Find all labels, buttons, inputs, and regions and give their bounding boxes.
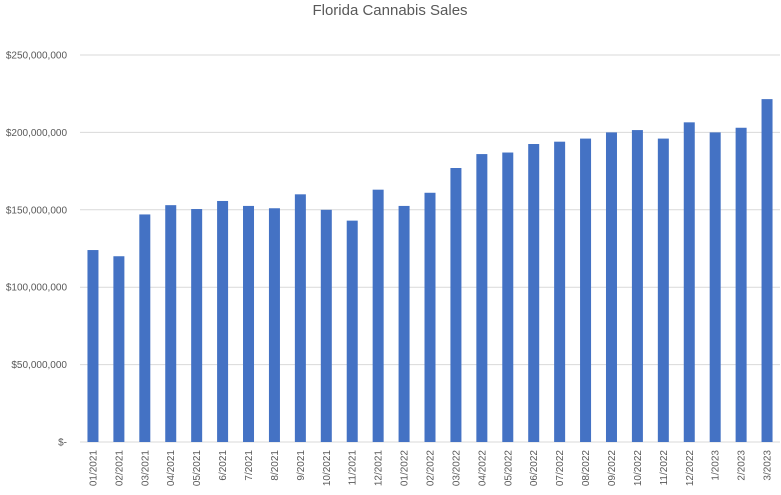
x-tick-label: 12/2022 (685, 450, 696, 487)
bar-12-2021 (372, 189, 384, 442)
bar-05-2021 (191, 209, 203, 442)
bar-6-2021 (217, 200, 229, 442)
bar-02-2021 (113, 256, 125, 442)
x-tick-label: 8/2021 (270, 450, 281, 481)
x-tick-label: 08/2022 (581, 450, 592, 487)
bar-01-2022 (398, 205, 410, 442)
y-tick-label: $200,000,000 (6, 128, 68, 139)
y-tick-label: $150,000,000 (6, 205, 68, 216)
x-tick-label: 03/2022 (451, 450, 462, 487)
y-tick-label: $250,000,000 (6, 51, 68, 62)
x-tick-label: 03/2021 (140, 450, 151, 487)
x-tick-label: 10/2022 (633, 450, 644, 487)
x-tick-label: 9/2021 (296, 450, 307, 481)
x-tick-label: 10/2021 (322, 450, 333, 487)
x-axis-tick-labels: 01/2021 02/2021 03/2021 04/2021 05/2021 6/202… (88, 450, 773, 487)
x-tick-label: 2/2023 (737, 450, 748, 481)
bar-11-2022 (657, 138, 669, 443)
bar-1-2023 (709, 132, 721, 442)
bar-9-2021 (294, 194, 306, 442)
x-tick-label: 01/2021 (88, 450, 99, 487)
x-tick-label: 04/2021 (166, 450, 177, 487)
bar-3-2023 (761, 99, 773, 443)
bar-07-2022 (554, 141, 566, 443)
bar-09-2022 (605, 132, 617, 442)
x-tick-label: 6/2021 (218, 450, 229, 481)
bar-02-2022 (424, 192, 436, 442)
x-tick-label: 05/2022 (503, 450, 514, 487)
y-tick-label: $100,000,000 (6, 283, 68, 294)
y-tick-label: $- (58, 438, 67, 449)
bar-7-2021 (243, 205, 255, 442)
x-tick-label: 06/2022 (529, 450, 540, 487)
x-tick-label: 1/2023 (711, 450, 722, 481)
x-tick-label: 11/2021 (348, 450, 359, 486)
x-tick-label: 07/2022 (555, 450, 566, 487)
bar-06-2022 (528, 144, 540, 442)
x-tick-label: 02/2022 (426, 450, 437, 487)
bar-03-2022 (450, 168, 462, 442)
x-tick-label: 01/2022 (400, 450, 411, 487)
y-axis-tick-labels: $- $50,000,000 $100,000,000 $150,000,000 $20… (6, 51, 68, 449)
chart-title: Florida Cannabis Sales (312, 2, 467, 19)
bar-08-2022 (580, 138, 592, 443)
x-tick-label: 09/2022 (607, 450, 618, 487)
y-tick-label: $50,000,000 (11, 360, 67, 371)
x-tick-label: 05/2021 (192, 450, 203, 487)
bar-10-2022 (631, 130, 643, 442)
x-tick-label: 04/2022 (477, 450, 488, 487)
bar-03-2021 (139, 214, 151, 442)
bar-04-2021 (165, 205, 177, 442)
bar-04-2022 (476, 154, 488, 442)
x-tick-label: 3/2023 (763, 450, 774, 481)
x-tick-label: 7/2021 (244, 450, 255, 481)
bar-05-2022 (502, 152, 514, 443)
bar-12-2022 (683, 122, 695, 442)
x-tick-label: 11/2022 (659, 450, 670, 486)
bar-10-2021 (320, 209, 332, 442)
bar-8-2021 (268, 208, 280, 442)
bar-2-2023 (735, 127, 747, 443)
x-tick-label: 12/2021 (374, 450, 385, 487)
bars (87, 99, 773, 443)
bar-11-2021 (346, 220, 358, 442)
x-tick-label: 02/2021 (114, 450, 125, 487)
bar-01-2021 (87, 250, 99, 442)
